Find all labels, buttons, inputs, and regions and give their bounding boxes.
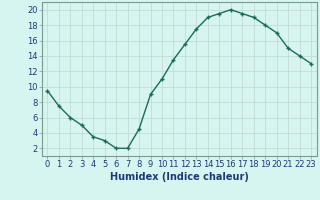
X-axis label: Humidex (Indice chaleur): Humidex (Indice chaleur) xyxy=(110,172,249,182)
